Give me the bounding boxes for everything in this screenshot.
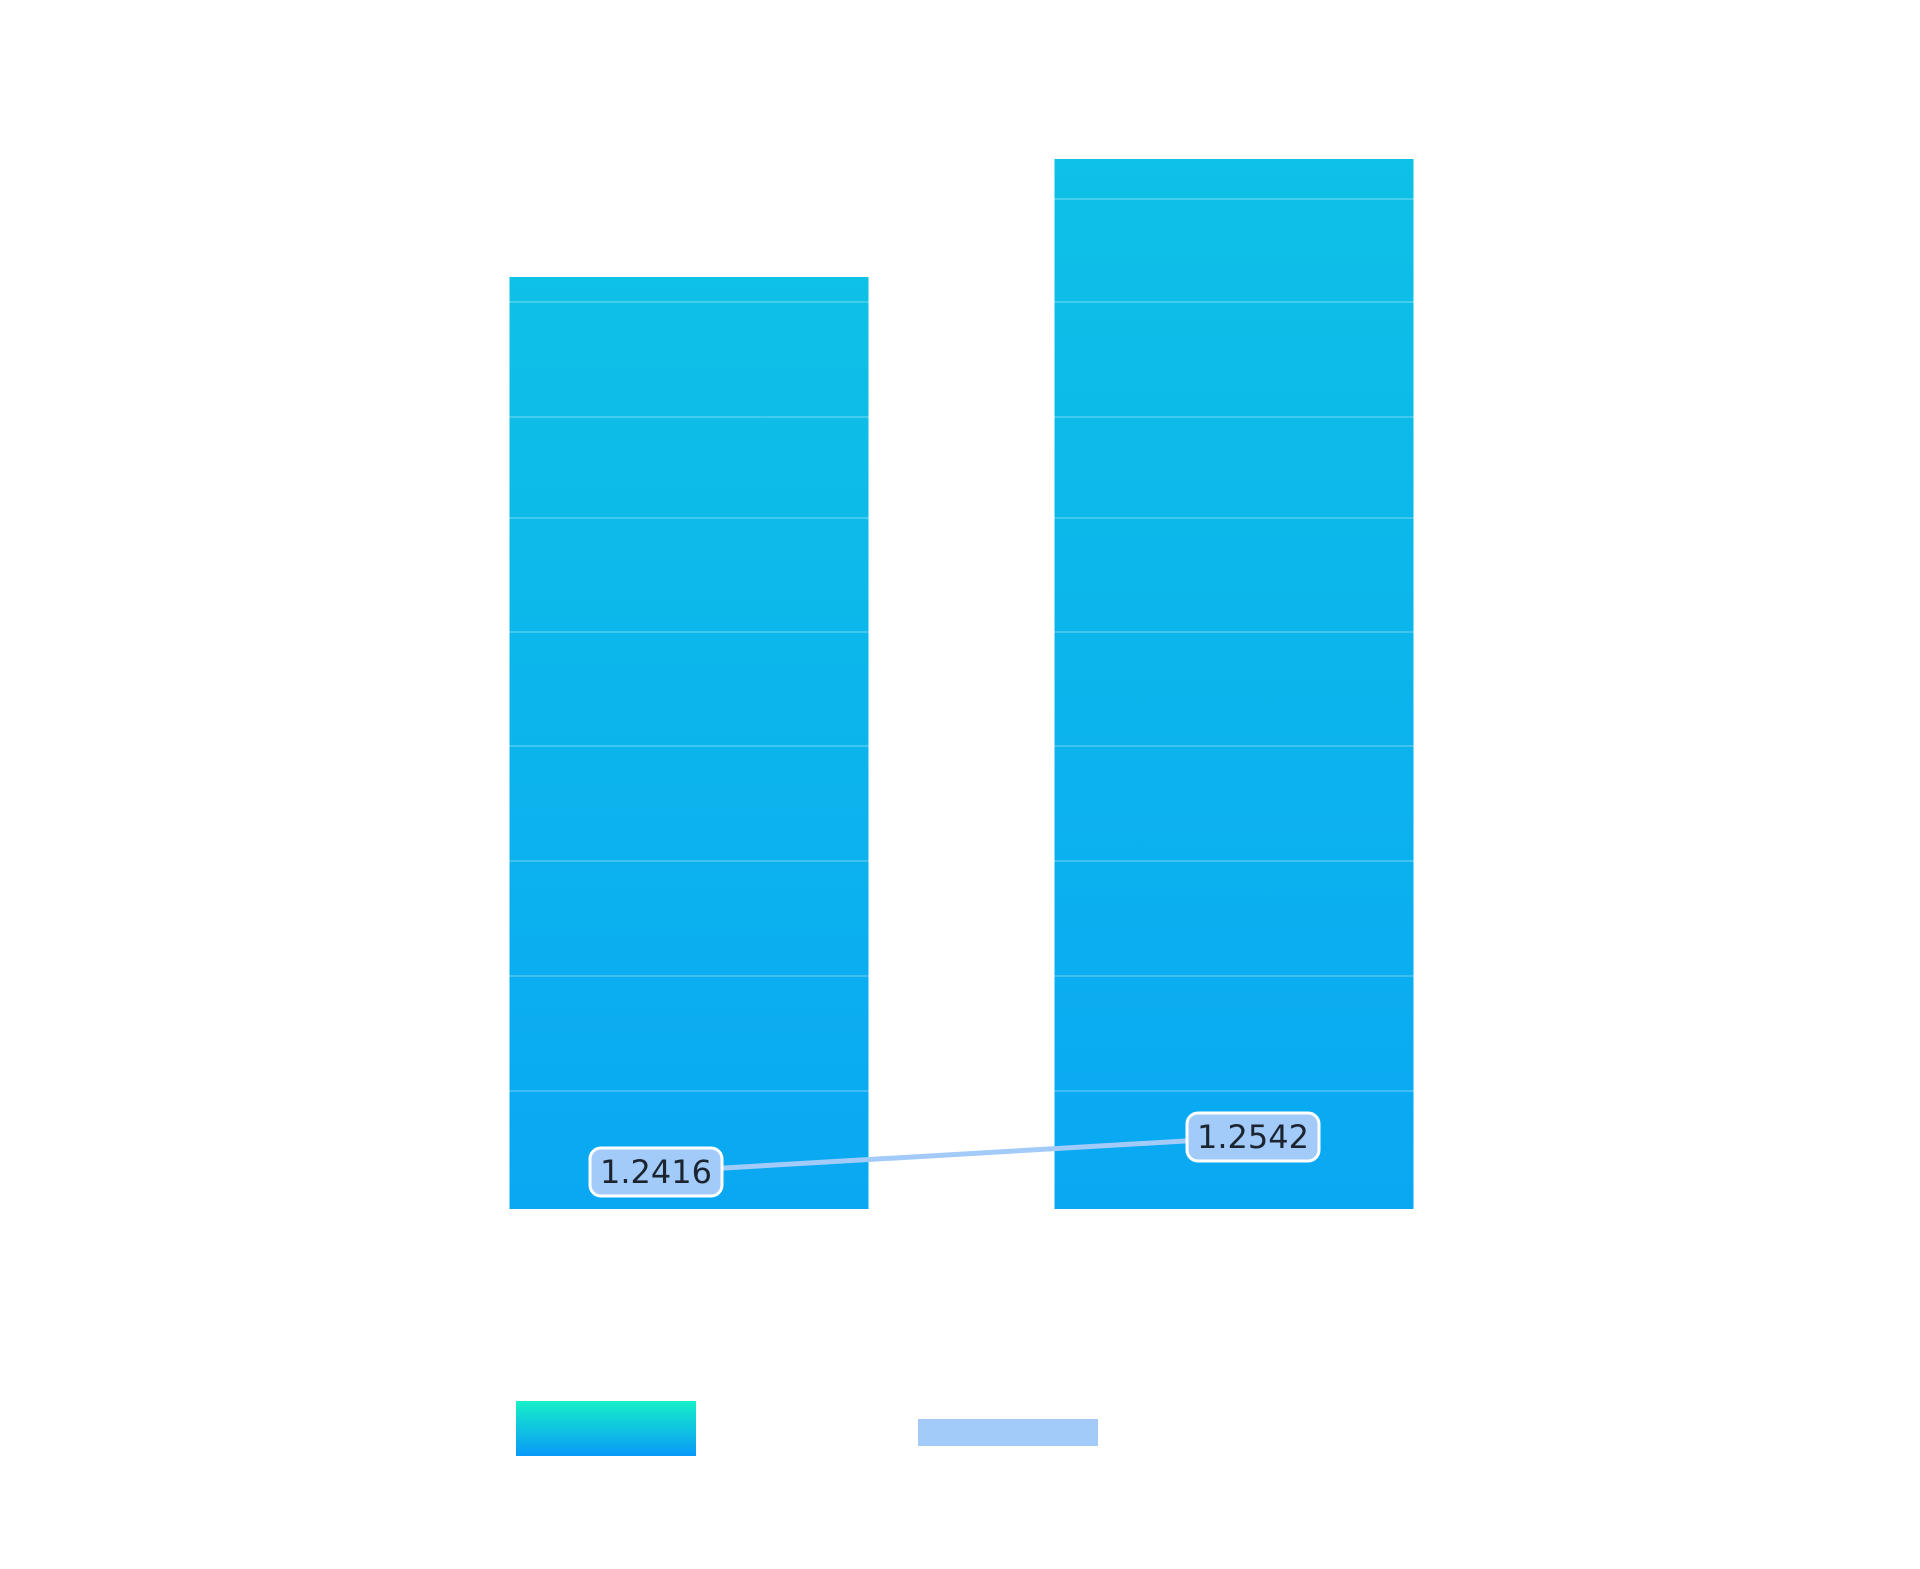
- legend-swatch-bar-series[interactable]: [516, 1401, 696, 1456]
- point-label-text: 1.2542: [1197, 1118, 1309, 1156]
- point-label: 1.2416: [588, 1146, 724, 1198]
- bar-1[interactable]: [509, 277, 869, 1209]
- legend-swatch-line-series[interactable]: [918, 1419, 1098, 1446]
- gridlines: [509, 198, 1414, 1092]
- bar-2[interactable]: [1054, 159, 1414, 1209]
- series-line[interactable]: [655, 1134, 1254, 1175]
- data-labels: 1.2416 1.2542: [588, 1111, 1321, 1198]
- point-label-text: 1.2416: [600, 1153, 712, 1191]
- line-series: [655, 1134, 1254, 1175]
- legend: [516, 1401, 1098, 1456]
- point-label-box: [588, 1146, 724, 1198]
- point-label: 1.2542: [1185, 1111, 1321, 1163]
- point-label-box: [1185, 1111, 1321, 1163]
- bars-layer: [509, 159, 1414, 1209]
